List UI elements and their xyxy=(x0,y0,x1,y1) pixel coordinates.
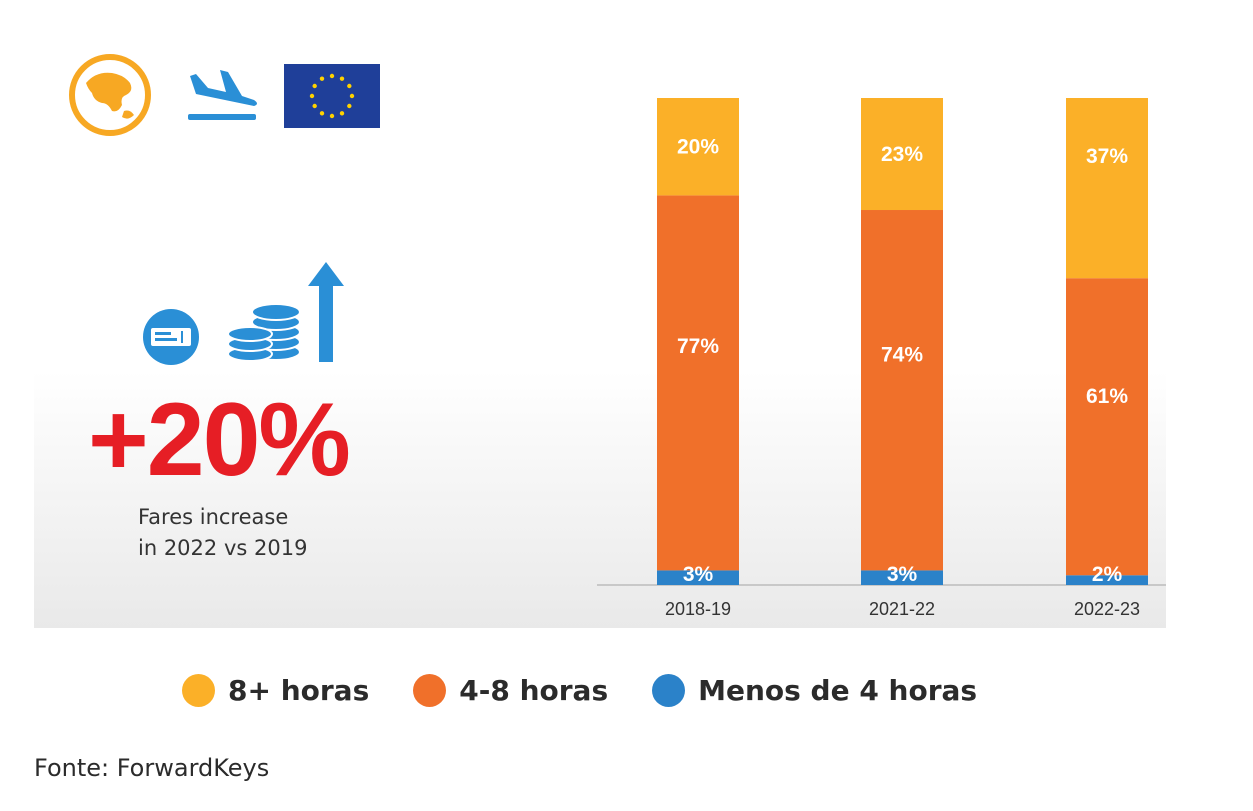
legend-swatch xyxy=(413,673,447,707)
x-tick-label: 2018-19 xyxy=(665,599,731,619)
eu-flag-icon xyxy=(284,64,380,128)
bar-segment xyxy=(1066,278,1148,576)
arrow-up-icon xyxy=(308,262,344,362)
bar-segment xyxy=(861,210,943,571)
data-label: 3% xyxy=(887,563,918,586)
eu-star xyxy=(329,113,335,119)
eu-star xyxy=(319,111,325,116)
fare-increase-stat: +20% xyxy=(88,382,351,498)
data-label: 77% xyxy=(677,335,719,358)
legend-label: 8+ horas xyxy=(228,673,370,707)
legend-swatch xyxy=(652,673,686,707)
caption-line-2: in 2022 vs 2019 xyxy=(138,536,308,560)
globe-asia-icon xyxy=(69,54,151,136)
bar-segment xyxy=(657,195,739,571)
bar-segment xyxy=(861,98,943,211)
fare-increase-caption: Fares increase in 2022 vs 2019 xyxy=(138,502,307,564)
bar-segment xyxy=(861,570,943,585)
eu-star xyxy=(312,83,317,89)
data-label: 20% xyxy=(677,136,719,159)
eu-star xyxy=(329,73,335,79)
legend-item: 4-8 horas xyxy=(413,673,609,707)
eu-star xyxy=(312,103,317,109)
legend-label: Menos de 4 horas xyxy=(698,673,978,707)
x-tick-label: 2021-22 xyxy=(869,599,935,619)
legend-item: Menos de 4 horas xyxy=(652,673,978,707)
data-label: 3% xyxy=(683,563,714,586)
stacked-bar-chart: 3% 77% 20% 2018-19 3% 74% 23% 2021-22 2% 61% 37% 20… xyxy=(597,98,1166,619)
legend-label: 4-8 horas xyxy=(459,673,609,707)
eu-star xyxy=(339,76,345,81)
eu-star xyxy=(339,111,345,116)
eu-star xyxy=(349,93,355,99)
ticket-icon xyxy=(143,309,199,365)
eu-star xyxy=(347,83,352,89)
bar-segment xyxy=(657,570,739,585)
data-label: 2% xyxy=(1092,563,1123,586)
data-label: 61% xyxy=(1086,385,1128,408)
source-note: Fonte: ForwardKeys xyxy=(34,754,270,782)
eu-star xyxy=(319,76,325,81)
eu-star xyxy=(309,93,315,99)
legend-item: 8+ horas xyxy=(182,673,370,707)
bar-segment xyxy=(1066,98,1148,279)
caption-line-1: Fares increase xyxy=(138,505,289,529)
data-label: 74% xyxy=(881,343,923,366)
airplane-landing-icon xyxy=(188,70,257,120)
data-label: 23% xyxy=(881,143,923,166)
bar-segment xyxy=(1066,575,1148,585)
x-tick-label: 2022-23 xyxy=(1074,599,1140,619)
infographic-panel: +20% Fares increase in 2022 vs 2019 3% 77… xyxy=(34,30,1166,628)
bar-segment xyxy=(657,98,739,196)
data-label: 37% xyxy=(1086,145,1128,168)
legend-swatch xyxy=(182,673,215,707)
eu-star xyxy=(347,103,352,109)
chart-legend: 8+ horas 4-8 horas Menos de 4 horas xyxy=(182,668,1021,712)
coin-stack-icon xyxy=(227,303,301,362)
